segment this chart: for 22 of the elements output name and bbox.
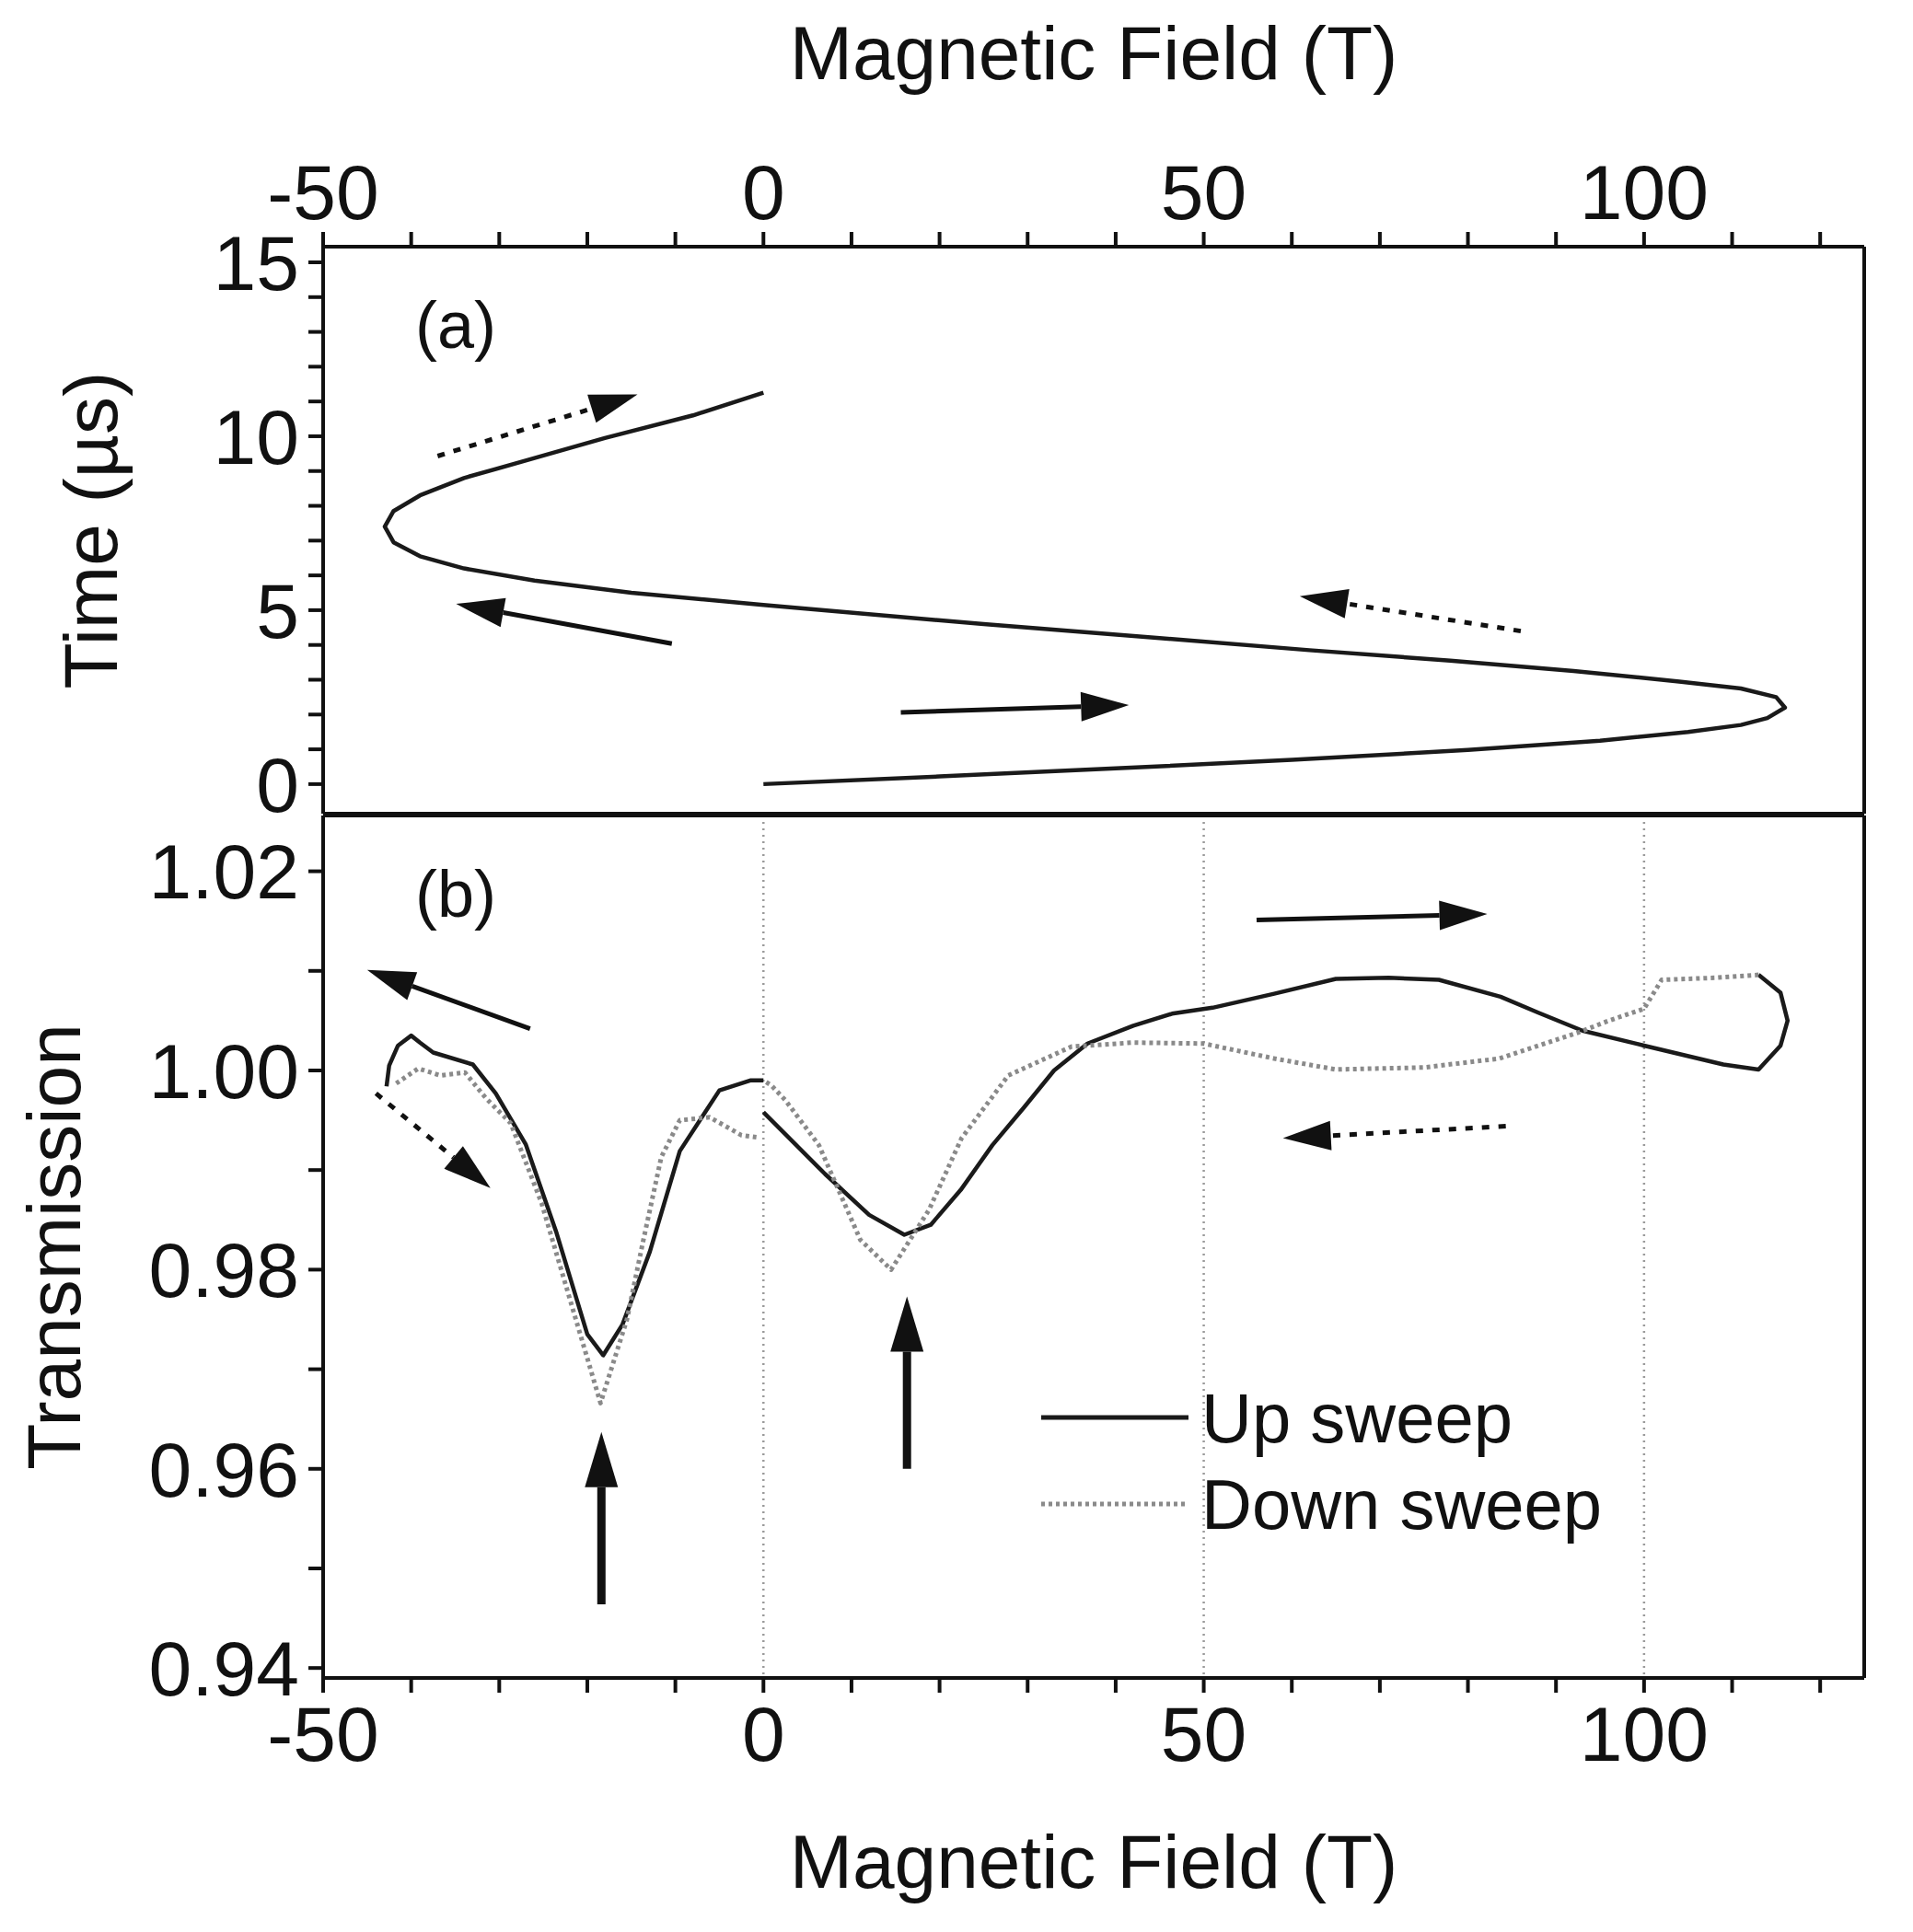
line-series <box>382 390 1788 787</box>
y-tick-label: 1.00 <box>148 1027 299 1115</box>
legend-label: Down sweep <box>1201 1463 1603 1544</box>
x-tick-label: 0 <box>741 1690 785 1777</box>
annotation: (a) <box>415 288 496 362</box>
x2-tick-label: 50 <box>1160 149 1247 236</box>
x2-axis-title: Magnetic Field (T) <box>789 11 1398 96</box>
y-tick-label: 10 <box>213 393 299 480</box>
x-tick-label: 50 <box>1160 1690 1247 1777</box>
legend-label: Up sweep <box>1201 1377 1513 1458</box>
y-tick-label: 1.02 <box>148 828 299 916</box>
y-axis-title: Time (µs) <box>49 371 133 689</box>
x2-tick-label: 0 <box>741 149 785 236</box>
y-tick-label: 5 <box>256 567 299 654</box>
y-tick-label: 0.96 <box>148 1426 299 1513</box>
y-axis-title: Transmission <box>12 1024 97 1470</box>
x-axis-title: Magnetic Field (T) <box>789 1820 1398 1903</box>
y-tick-label: 0 <box>256 741 299 828</box>
annotation: (b) <box>415 857 496 931</box>
x-tick-label: 100 <box>1579 1690 1709 1777</box>
y-tick-label: 0.98 <box>148 1227 299 1314</box>
x2-tick-label: 100 <box>1579 149 1709 236</box>
